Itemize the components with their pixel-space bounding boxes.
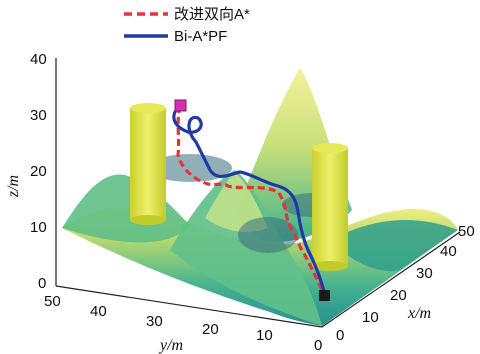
y-tick: 30 <box>146 313 163 330</box>
y-tick: 10 <box>256 327 273 344</box>
y-tick: 50 <box>44 293 61 310</box>
z-axis-ticks: 40 30 20 10 0 <box>30 51 47 292</box>
z-tick: 30 <box>30 107 47 124</box>
y-tick: 40 <box>90 303 107 320</box>
x-tick: 0 <box>336 327 344 344</box>
x-axis-ticks: 0 10 20 30 40 50 <box>336 223 475 344</box>
cylinder-top <box>312 143 348 153</box>
x-axis-label: x/m <box>407 305 431 322</box>
z-axis-label: z/m <box>5 175 22 198</box>
y-axis-ticks: 50 40 30 20 10 0 <box>44 293 322 354</box>
z-tick: 40 <box>30 51 47 68</box>
cylinder-bottom <box>130 215 166 225</box>
z-tick: 0 <box>38 275 46 292</box>
x-tick: 10 <box>362 309 379 326</box>
x-tick: 30 <box>416 265 433 282</box>
legend-label-improved: 改进双向A* <box>174 6 250 23</box>
cylinder-top <box>130 103 166 113</box>
path-bi-astar-pf <box>172 104 327 297</box>
start-marker <box>174 99 187 112</box>
z-tick: 10 <box>30 219 47 236</box>
cylinder-bottom <box>312 261 348 271</box>
surface-left-hill <box>62 174 190 243</box>
x-tick: 20 <box>390 287 407 304</box>
y-tick: 20 <box>202 321 219 338</box>
z-tick: 20 <box>30 163 47 180</box>
cylinder-obstacle-right <box>312 143 348 271</box>
path-improved-bi-astar <box>176 105 327 297</box>
shadow-middle <box>238 217 298 253</box>
shadow-back <box>148 154 232 182</box>
surface-right-plain <box>330 219 458 272</box>
legend-label-bi-astar-pf: Bi-A*PF <box>174 28 227 45</box>
axes-frame <box>55 58 461 328</box>
cylinder-body <box>130 108 166 220</box>
goal-marker <box>319 290 330 301</box>
cylinder-obstacle-left <box>130 103 166 225</box>
y-axis-line <box>55 285 323 328</box>
x-axis-line <box>321 231 461 328</box>
y-axis-label: y/m <box>158 337 183 354</box>
surface-front-ridge-top <box>205 172 268 233</box>
cylinder-body <box>312 148 348 266</box>
surface-front-ridge <box>170 170 322 326</box>
x-tick: 50 <box>458 223 475 240</box>
legend: 改进双向A* Bi-A*PF <box>124 6 250 45</box>
y-tick: 0 <box>314 337 322 354</box>
x-tick: 40 <box>440 243 457 260</box>
